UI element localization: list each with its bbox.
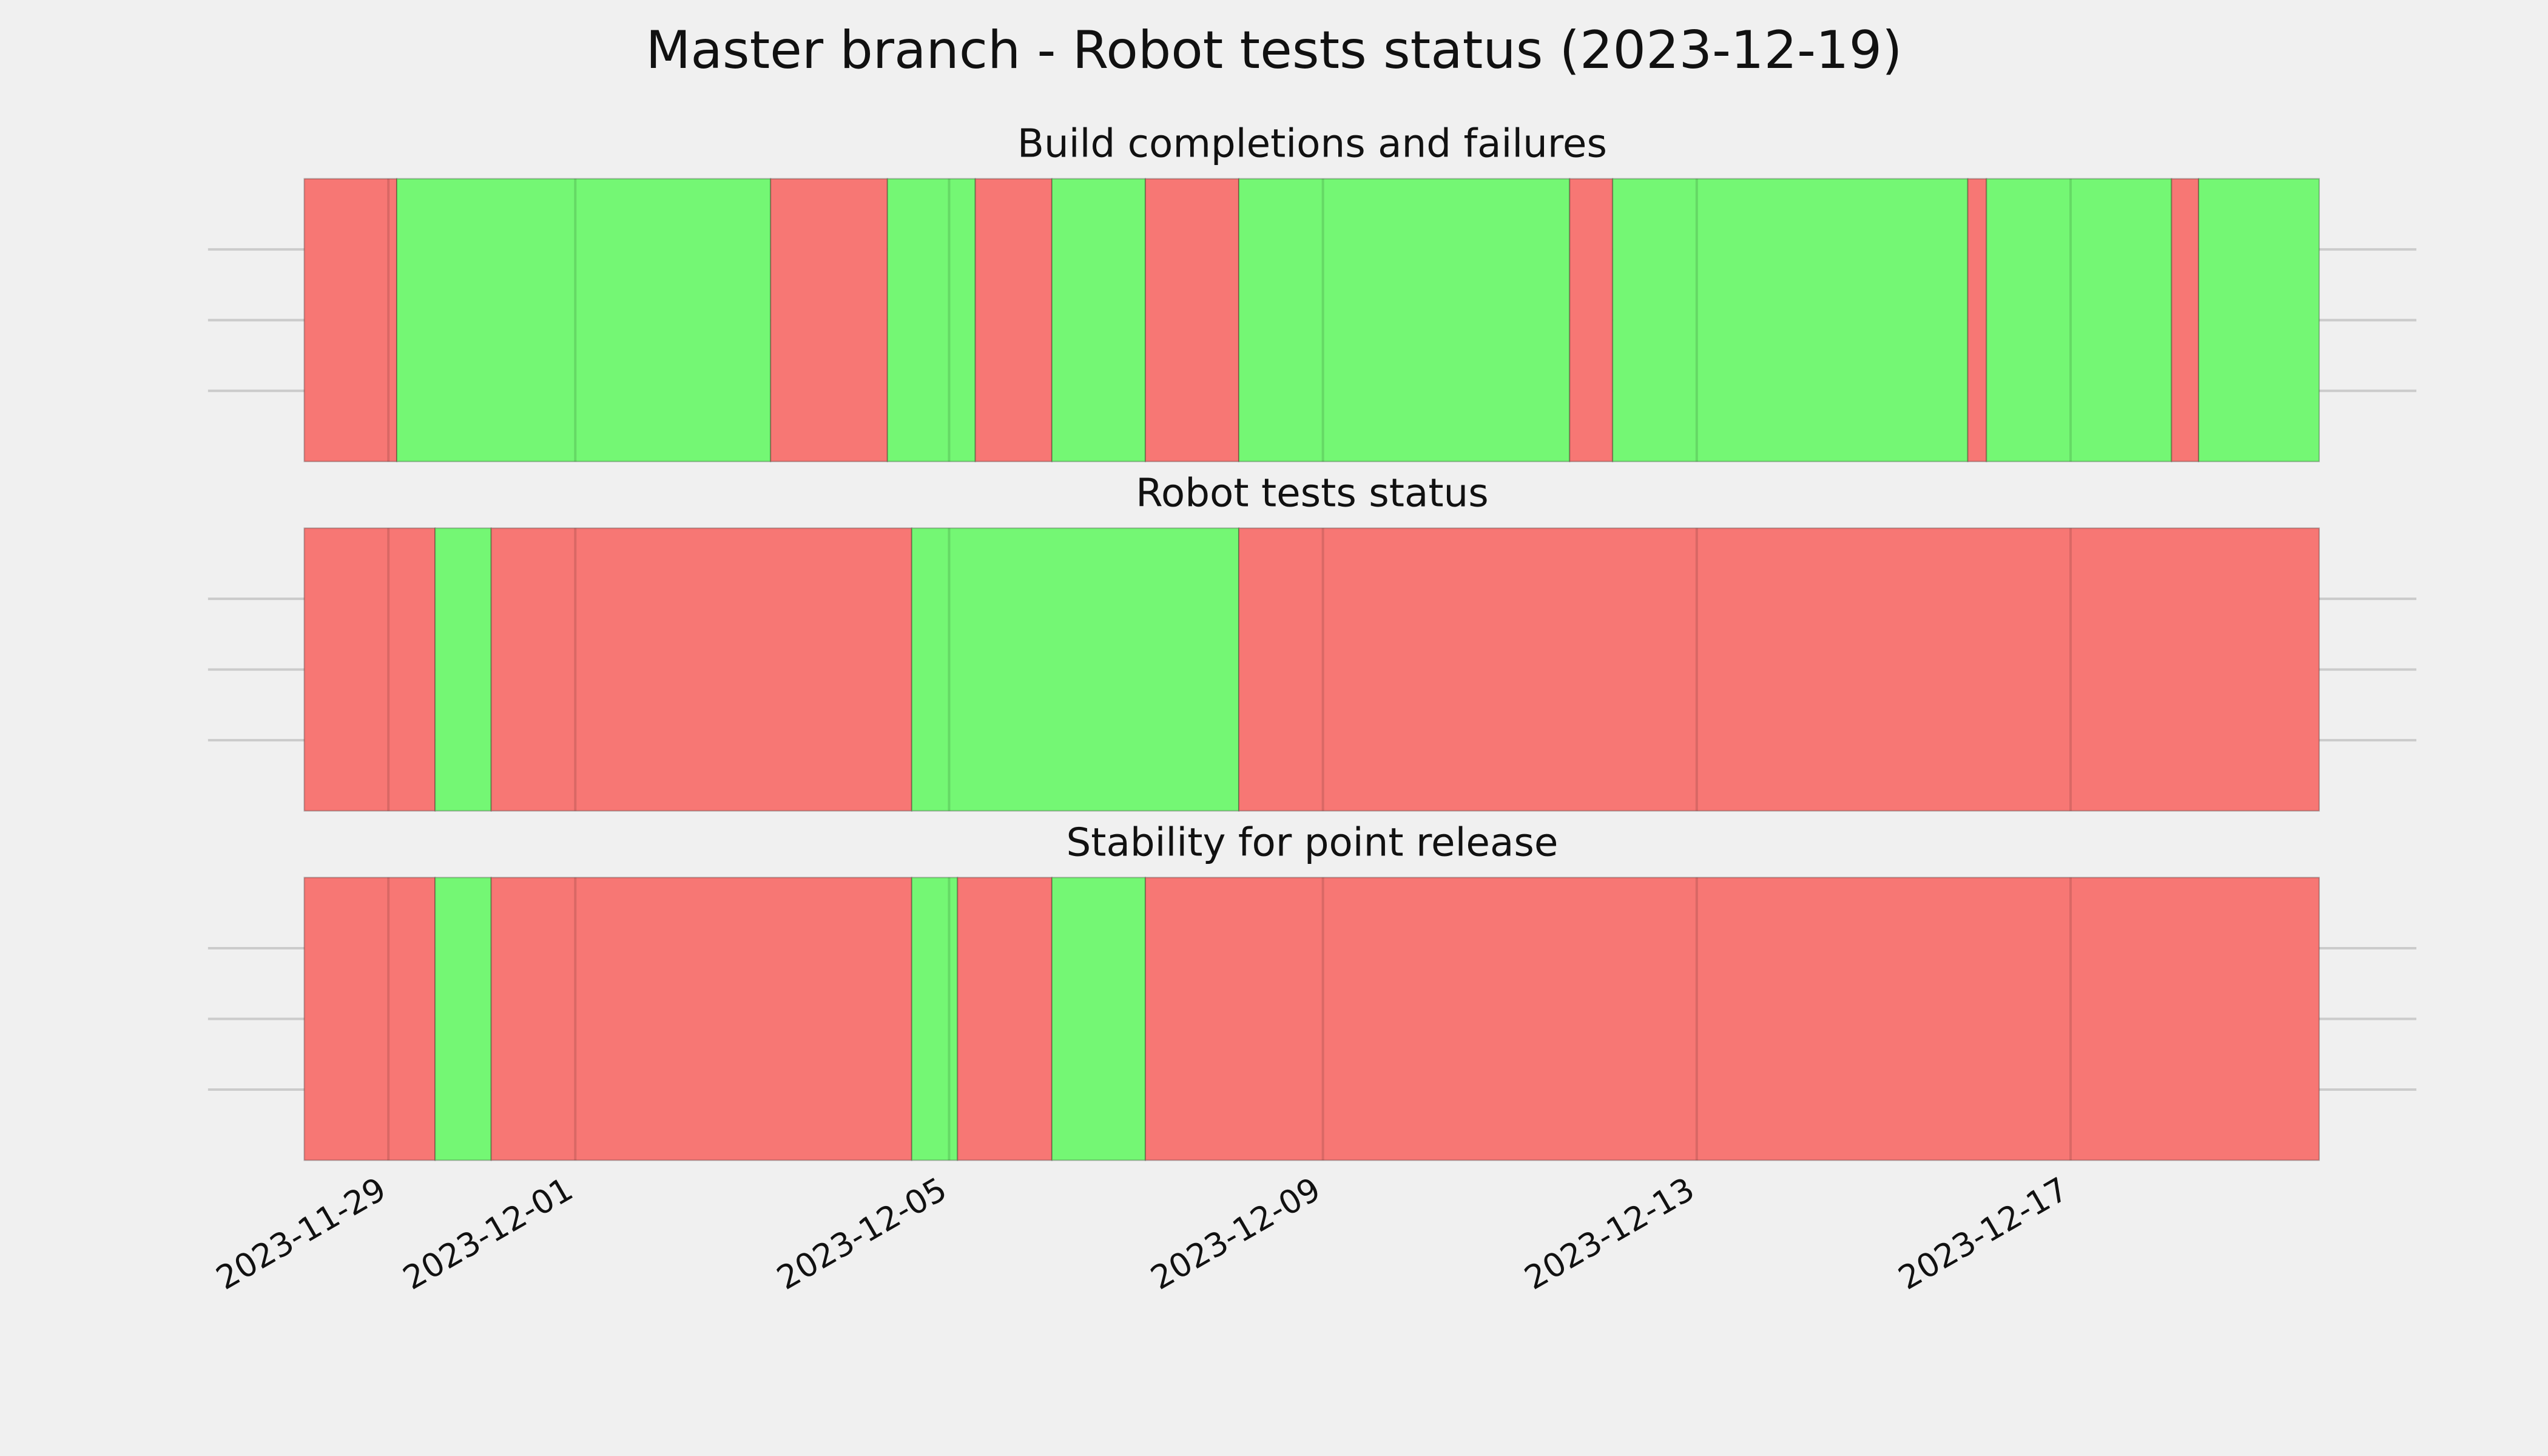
status-segment [1144, 877, 2320, 1161]
status-segment [490, 877, 912, 1161]
status-segment [2171, 178, 2200, 462]
status-segment [434, 877, 492, 1161]
status-segment [1569, 178, 1614, 462]
status-segment [1967, 178, 1987, 462]
status-segment [434, 527, 492, 812]
status-segment [1986, 178, 2172, 462]
chart-title: Master branch - Robot tests status (2023… [645, 20, 1902, 81]
status-segment [957, 877, 1053, 1161]
panel-title: Build completions and failures [1017, 121, 1607, 167]
status-segment [1051, 877, 1147, 1161]
status-segment [1238, 527, 2320, 812]
status-segment [303, 877, 436, 1161]
status-segment [770, 178, 888, 462]
status-segment [974, 178, 1053, 462]
status-segment [911, 877, 959, 1161]
status-segment [886, 178, 976, 462]
status-segment [490, 527, 912, 812]
status-segment [1238, 178, 1571, 462]
status-segment [1144, 178, 1240, 462]
status-segment [2198, 178, 2320, 462]
status-segment [911, 527, 1240, 812]
status-segment [303, 527, 436, 812]
status-segment [1051, 178, 1147, 462]
status-segment [396, 178, 772, 462]
status-segment [1612, 178, 1969, 462]
status-segment [303, 178, 398, 462]
panel-title: Robot tests status [1136, 471, 1489, 516]
panel-title: Stability for point release [1067, 820, 1559, 865]
